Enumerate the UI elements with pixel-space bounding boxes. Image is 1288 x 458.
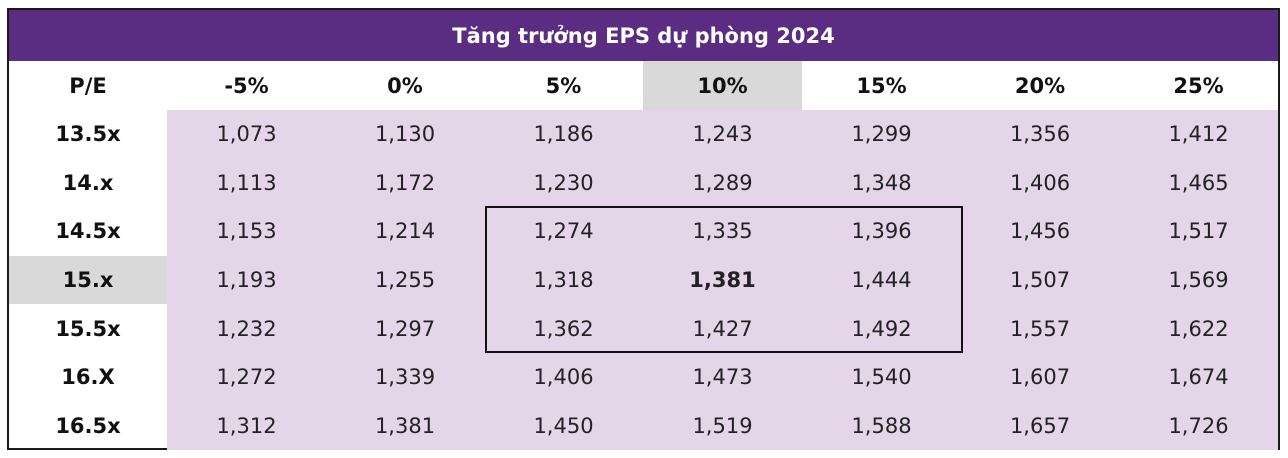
table-cell: 1,299: [802, 110, 961, 159]
table-cell: 1,657: [961, 401, 1119, 451]
pe-label: 13.5x: [55, 122, 121, 147]
table-cell: 1,381: [326, 401, 484, 451]
table-row: 16.X 1,272 1,339 1,406 1,473 1,540 1,607…: [9, 352, 1278, 402]
table-cell: 1,492: [802, 304, 961, 353]
table-cell: 1,073: [167, 110, 326, 159]
table-cell: 1,335: [643, 207, 802, 256]
column-header: 20%: [1014, 73, 1066, 98]
table-cell: 1,456: [961, 207, 1119, 256]
table-row-highlighted: 15.x 1,193 1,255 1,318 1,381 1,444 1,507…: [9, 255, 1278, 305]
pe-label: 14.5x: [55, 219, 121, 244]
table-cell: 1,517: [1119, 207, 1278, 256]
table-cell: 1,186: [484, 110, 643, 159]
table-row: 15.5x 1,232 1,297 1,362 1,427 1,492 1,55…: [9, 304, 1278, 353]
row-label-header: P/E: [69, 73, 107, 98]
table-cell: 1,622: [1119, 304, 1278, 353]
table-cell: 1,726: [1119, 401, 1278, 451]
table-row: 14.x 1,113 1,172 1,230 1,289 1,348 1,406…: [9, 158, 1278, 208]
table-cell: 1,674: [1119, 352, 1278, 402]
table-cell: 1,297: [326, 304, 484, 353]
table-cell: 1,318: [484, 255, 643, 305]
table-cell-highlighted: 1,381: [643, 255, 802, 305]
table-row: 16.5x 1,312 1,381 1,450 1,519 1,588 1,65…: [9, 401, 1278, 451]
table-cell: 1,312: [167, 401, 326, 451]
table-cell: 1,274: [484, 207, 643, 256]
sensitivity-table-frame: Tăng trưởng EPS dự phòng 2024 P/E -5% 0%…: [7, 8, 1280, 451]
table-cell: 1,557: [961, 304, 1119, 353]
table-cell: 1,450: [484, 401, 643, 451]
column-header: -5%: [224, 73, 269, 98]
pe-label: 16.5x: [55, 413, 121, 438]
table-row: 14.5x 1,153 1,214 1,274 1,335 1,396 1,45…: [9, 207, 1278, 256]
table-cell: 1,540: [802, 352, 961, 402]
column-header: 25%: [1173, 73, 1224, 98]
table-cell: 1,406: [484, 352, 643, 402]
table-cell: 1,519: [643, 401, 802, 451]
table-cell: 1,465: [1119, 158, 1278, 208]
table-cell: 1,153: [167, 207, 326, 256]
table-cell: 1,356: [961, 110, 1119, 159]
column-header: 0%: [387, 73, 423, 98]
table-cell: 1,607: [961, 352, 1119, 402]
pe-label-highlighted: 15.x: [9, 255, 167, 305]
table-cell: 1,193: [167, 255, 326, 305]
column-header: 5%: [545, 73, 582, 98]
table-cell: 1,348: [802, 158, 961, 208]
table-cell: 1,588: [802, 401, 961, 451]
table-row: 13.5x 1,073 1,130 1,186 1,243 1,299 1,35…: [9, 110, 1278, 159]
table-cell: 1,569: [1119, 255, 1278, 305]
table-cell: 1,473: [643, 352, 802, 402]
header-row: P/E -5% 0% 5% 10% 15% 20% 25%: [9, 61, 1278, 110]
column-header-highlighted: 10%: [643, 61, 802, 110]
table-cell: 1,507: [961, 255, 1119, 305]
table-title: Tăng trưởng EPS dự phòng 2024: [9, 10, 1278, 61]
table-cell: 1,362: [484, 304, 643, 353]
table-cell: 1,172: [326, 158, 484, 208]
table-cell: 1,339: [326, 352, 484, 402]
table-cell: 1,412: [1119, 110, 1278, 159]
table-cell: 1,130: [326, 110, 484, 159]
pe-label: 15.5x: [55, 316, 121, 341]
table-cell: 1,289: [643, 158, 802, 208]
pe-label: 16.X: [61, 365, 115, 390]
table-cell: 1,232: [167, 304, 326, 353]
table-cell: 1,444: [802, 255, 961, 305]
column-header: 15%: [856, 73, 907, 98]
table-cell: 1,396: [802, 207, 961, 256]
table-cell: 1,427: [643, 304, 802, 353]
pe-label: 14.x: [62, 170, 114, 195]
table-cell: 1,230: [484, 158, 643, 208]
table-cell: 1,272: [167, 352, 326, 402]
eps-pe-table: P/E -5% 0% 5% 10% 15% 20% 25% 13.5x 1,07…: [9, 61, 1278, 451]
table-cell: 1,243: [643, 110, 802, 159]
table-cell: 1,255: [326, 255, 484, 305]
table-cell: 1,214: [326, 207, 484, 256]
table-cell: 1,113: [167, 158, 326, 208]
table-cell: 1,406: [961, 158, 1119, 208]
